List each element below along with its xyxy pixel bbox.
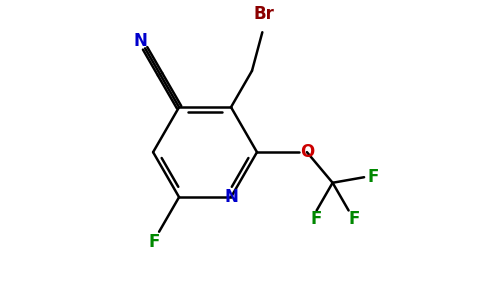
Text: F: F: [367, 168, 379, 186]
Text: O: O: [300, 143, 314, 161]
Text: Br: Br: [254, 5, 275, 23]
Text: F: F: [149, 232, 160, 250]
Text: F: F: [349, 210, 360, 228]
Text: F: F: [311, 210, 322, 228]
Text: N: N: [224, 188, 238, 206]
Text: N: N: [134, 32, 148, 50]
